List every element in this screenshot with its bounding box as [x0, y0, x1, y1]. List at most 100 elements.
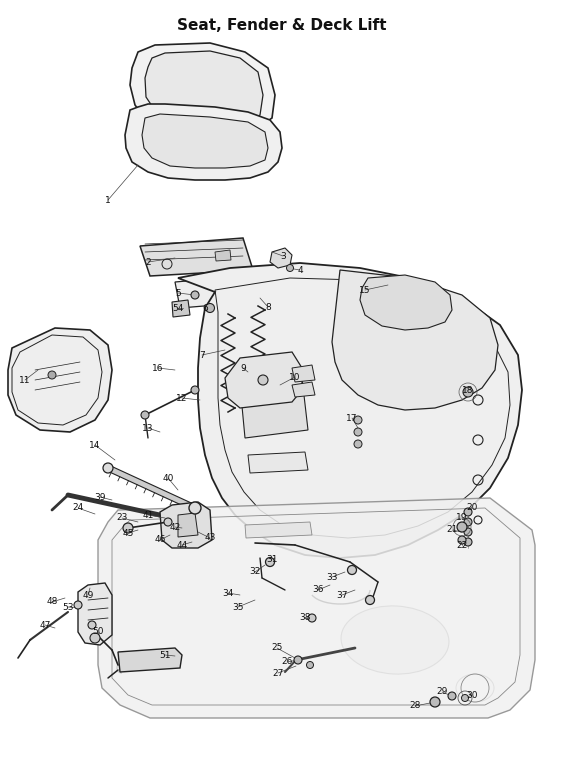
Text: 5: 5 — [175, 289, 181, 297]
Text: 10: 10 — [289, 373, 301, 381]
Text: 18: 18 — [462, 386, 474, 394]
Text: 6: 6 — [202, 303, 208, 312]
Text: 2: 2 — [145, 257, 151, 267]
Polygon shape — [142, 114, 268, 168]
Text: 48: 48 — [46, 597, 58, 607]
Text: 25: 25 — [271, 643, 283, 652]
Polygon shape — [145, 51, 263, 127]
Text: 23: 23 — [116, 513, 127, 523]
Circle shape — [103, 463, 113, 473]
Circle shape — [354, 428, 362, 436]
Text: 11: 11 — [19, 375, 31, 384]
Circle shape — [448, 692, 456, 700]
Circle shape — [141, 411, 149, 419]
Polygon shape — [78, 583, 112, 645]
Text: 19: 19 — [456, 513, 468, 523]
Text: 3: 3 — [280, 251, 286, 261]
Ellipse shape — [341, 606, 449, 674]
Polygon shape — [107, 465, 196, 510]
Circle shape — [461, 694, 469, 701]
Text: 15: 15 — [359, 286, 371, 294]
Text: Seat, Fender & Deck Lift: Seat, Fender & Deck Lift — [177, 18, 387, 33]
Polygon shape — [130, 43, 275, 138]
Text: 29: 29 — [437, 688, 448, 697]
Polygon shape — [172, 300, 190, 317]
Text: 7: 7 — [199, 351, 205, 360]
Polygon shape — [140, 238, 253, 276]
Text: 4: 4 — [297, 266, 303, 274]
Circle shape — [430, 697, 440, 707]
Circle shape — [457, 522, 467, 532]
Text: 54: 54 — [173, 303, 184, 312]
Circle shape — [191, 291, 199, 299]
Circle shape — [463, 387, 473, 397]
Text: 22: 22 — [456, 540, 468, 549]
Circle shape — [88, 621, 96, 629]
Circle shape — [308, 614, 316, 622]
Polygon shape — [332, 270, 498, 410]
Circle shape — [266, 558, 275, 566]
Polygon shape — [360, 275, 452, 330]
Text: 40: 40 — [162, 474, 174, 483]
Text: 38: 38 — [299, 613, 311, 623]
Text: 53: 53 — [62, 603, 74, 611]
Text: 21: 21 — [446, 526, 458, 535]
Text: 47: 47 — [39, 620, 51, 630]
Circle shape — [164, 518, 172, 526]
Text: 44: 44 — [177, 540, 188, 549]
Circle shape — [294, 656, 302, 664]
Text: 39: 39 — [94, 493, 106, 501]
Text: 43: 43 — [204, 533, 215, 542]
Circle shape — [191, 386, 199, 394]
Polygon shape — [8, 328, 112, 432]
Polygon shape — [245, 522, 312, 538]
Circle shape — [306, 662, 314, 668]
Text: 16: 16 — [152, 364, 164, 373]
Text: 42: 42 — [169, 523, 180, 532]
Polygon shape — [160, 502, 212, 548]
Circle shape — [464, 528, 472, 536]
Circle shape — [205, 303, 214, 312]
Polygon shape — [118, 648, 182, 672]
Circle shape — [287, 264, 293, 271]
Circle shape — [189, 502, 201, 514]
Circle shape — [464, 538, 472, 546]
Polygon shape — [178, 263, 522, 558]
Polygon shape — [98, 498, 535, 718]
Circle shape — [458, 536, 466, 544]
Text: 30: 30 — [466, 691, 478, 700]
Polygon shape — [270, 248, 292, 268]
Text: 46: 46 — [155, 536, 166, 545]
Polygon shape — [225, 352, 302, 408]
Text: 31: 31 — [266, 555, 277, 565]
Polygon shape — [292, 365, 315, 382]
Text: 1: 1 — [105, 196, 111, 205]
Text: 24: 24 — [72, 503, 83, 513]
Text: 9: 9 — [240, 364, 246, 373]
Circle shape — [74, 601, 82, 609]
Text: 13: 13 — [142, 423, 154, 432]
Circle shape — [354, 416, 362, 424]
Polygon shape — [292, 382, 315, 397]
Text: 51: 51 — [159, 650, 171, 659]
Polygon shape — [125, 104, 282, 180]
Text: 50: 50 — [92, 627, 104, 636]
Polygon shape — [215, 250, 231, 261]
Text: 35: 35 — [232, 603, 244, 611]
Circle shape — [258, 375, 268, 385]
Text: 37: 37 — [336, 591, 348, 600]
Polygon shape — [248, 452, 308, 473]
Text: 36: 36 — [312, 585, 324, 594]
Text: 28: 28 — [409, 701, 421, 711]
Text: 49: 49 — [82, 591, 94, 600]
Circle shape — [48, 371, 56, 379]
Text: 33: 33 — [326, 572, 338, 581]
Text: 12: 12 — [177, 393, 188, 403]
Text: 41: 41 — [142, 510, 153, 520]
Text: 27: 27 — [272, 668, 284, 678]
Circle shape — [365, 595, 374, 604]
Text: 20: 20 — [466, 503, 478, 512]
Polygon shape — [178, 513, 198, 537]
Text: 26: 26 — [281, 658, 293, 666]
Text: 8: 8 — [265, 303, 271, 312]
